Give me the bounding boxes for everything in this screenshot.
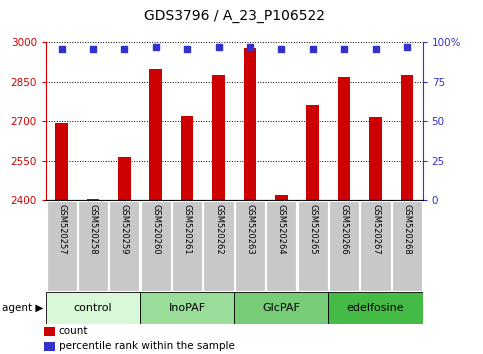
Bar <box>338 76 351 200</box>
FancyBboxPatch shape <box>46 201 77 291</box>
Point <box>277 46 285 52</box>
Point <box>152 44 159 50</box>
Bar <box>307 105 319 200</box>
Text: GSM520263: GSM520263 <box>245 204 255 255</box>
Bar <box>44 342 55 351</box>
FancyBboxPatch shape <box>298 201 328 291</box>
FancyBboxPatch shape <box>78 201 108 291</box>
Point <box>58 46 66 52</box>
Point <box>215 44 223 50</box>
Text: count: count <box>59 326 88 336</box>
FancyBboxPatch shape <box>329 201 359 291</box>
Text: GDS3796 / A_23_P106522: GDS3796 / A_23_P106522 <box>144 9 325 23</box>
Bar <box>275 195 287 200</box>
Text: control: control <box>74 303 112 313</box>
Text: agent ▶: agent ▶ <box>2 303 44 313</box>
Point <box>340 46 348 52</box>
Text: GSM520260: GSM520260 <box>151 204 160 254</box>
Text: GSM520258: GSM520258 <box>88 204 98 254</box>
FancyBboxPatch shape <box>328 292 423 324</box>
Point <box>246 44 254 50</box>
FancyBboxPatch shape <box>392 201 422 291</box>
Point <box>121 46 128 52</box>
FancyBboxPatch shape <box>266 201 297 291</box>
Bar <box>150 69 162 200</box>
FancyBboxPatch shape <box>203 201 234 291</box>
Text: GSM520266: GSM520266 <box>340 204 349 255</box>
Text: GSM520268: GSM520268 <box>402 204 412 255</box>
Bar <box>44 327 55 336</box>
Text: edelfosine: edelfosine <box>347 303 404 313</box>
Text: GSM520265: GSM520265 <box>308 204 317 254</box>
Bar <box>118 157 130 200</box>
Bar <box>213 75 225 200</box>
Bar <box>369 117 382 200</box>
Point <box>372 46 380 52</box>
FancyBboxPatch shape <box>172 201 202 291</box>
Text: InoPAF: InoPAF <box>169 303 206 313</box>
FancyBboxPatch shape <box>46 292 140 324</box>
Text: GSM520259: GSM520259 <box>120 204 129 254</box>
Bar <box>87 199 99 200</box>
FancyBboxPatch shape <box>360 201 391 291</box>
Bar <box>55 122 68 200</box>
Text: GlcPAF: GlcPAF <box>262 303 300 313</box>
Text: percentile rank within the sample: percentile rank within the sample <box>59 341 235 351</box>
Text: GSM520264: GSM520264 <box>277 204 286 254</box>
Text: GSM520267: GSM520267 <box>371 204 380 255</box>
Text: GSM520257: GSM520257 <box>57 204 66 254</box>
FancyBboxPatch shape <box>234 292 328 324</box>
Point <box>89 46 97 52</box>
Bar <box>244 48 256 200</box>
Point <box>309 46 317 52</box>
Text: GSM520262: GSM520262 <box>214 204 223 254</box>
FancyBboxPatch shape <box>141 201 171 291</box>
FancyBboxPatch shape <box>235 201 265 291</box>
Point <box>403 44 411 50</box>
Bar <box>401 75 413 200</box>
FancyBboxPatch shape <box>140 292 234 324</box>
Bar <box>181 116 193 200</box>
FancyBboxPatch shape <box>109 201 140 291</box>
Text: GSM520261: GSM520261 <box>183 204 192 254</box>
Point <box>184 46 191 52</box>
